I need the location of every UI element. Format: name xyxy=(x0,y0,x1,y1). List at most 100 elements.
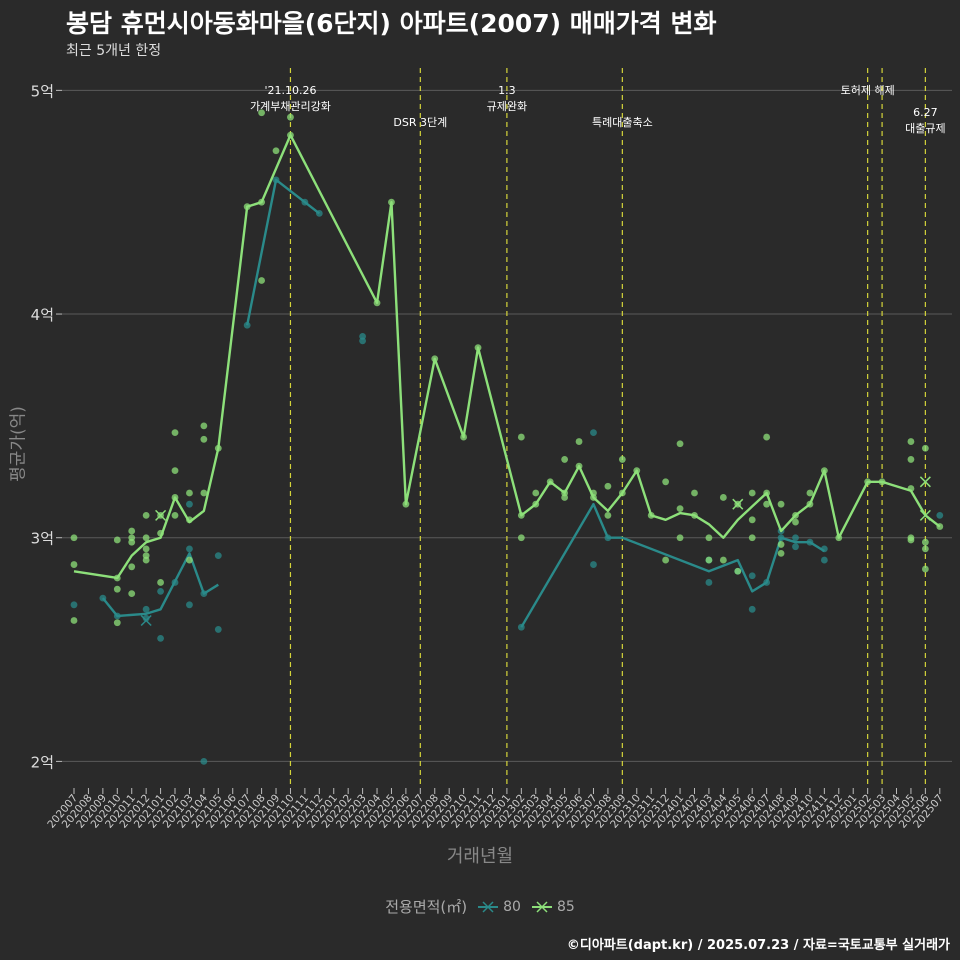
data-point xyxy=(936,511,944,519)
data-point xyxy=(820,467,828,475)
data-point xyxy=(792,543,799,551)
data-point xyxy=(171,429,179,436)
data-point xyxy=(691,489,698,497)
data-point xyxy=(186,545,193,553)
data-point xyxy=(214,444,222,452)
data-point xyxy=(157,579,164,586)
data-point xyxy=(676,505,684,513)
data-point xyxy=(113,585,121,593)
data-point xyxy=(315,209,323,217)
data-point xyxy=(777,500,785,508)
data-point xyxy=(171,467,179,475)
data-point xyxy=(142,534,150,542)
data-point xyxy=(359,333,366,340)
data-point xyxy=(792,534,799,542)
data-point xyxy=(301,198,309,206)
data-point xyxy=(200,757,208,765)
data-point xyxy=(546,478,554,486)
data-point xyxy=(604,534,612,542)
data-point xyxy=(633,467,641,475)
data-point xyxy=(258,198,265,206)
data-point xyxy=(258,277,265,284)
source-caption: ©디아파트(dapt.kr) / 2025.07.23 / 자료=국토교통부 실… xyxy=(566,938,950,953)
data-point xyxy=(287,113,294,121)
data-point xyxy=(676,440,684,448)
legend-label-80: 80 xyxy=(503,898,521,915)
data-point xyxy=(705,534,713,542)
data-point xyxy=(777,549,785,557)
data-point xyxy=(748,516,756,524)
event-label: 토허제 해제 xyxy=(841,83,895,97)
data-point xyxy=(142,511,150,519)
data-point xyxy=(70,601,78,609)
data-point xyxy=(561,456,569,463)
data-point xyxy=(806,489,814,497)
data-point xyxy=(113,619,121,627)
event-label: 특례대출축소 xyxy=(592,116,653,129)
data-point xyxy=(142,605,150,613)
data-point xyxy=(157,634,164,642)
data-point xyxy=(748,534,756,542)
data-point xyxy=(921,444,929,452)
data-point xyxy=(70,617,78,624)
event-label: 6.27 xyxy=(913,106,938,119)
data-point xyxy=(171,494,179,501)
data-point xyxy=(186,556,193,564)
data-point xyxy=(806,500,814,508)
data-point xyxy=(618,456,626,463)
data-point xyxy=(272,176,280,184)
data-point xyxy=(517,534,525,542)
data-point xyxy=(70,534,78,542)
data-point xyxy=(171,579,179,586)
data-point xyxy=(532,489,540,497)
data-point xyxy=(705,579,713,586)
data-point xyxy=(921,538,929,546)
data-point xyxy=(748,489,756,497)
legend: 전용면적(㎡) 80 85 xyxy=(0,896,960,917)
data-point xyxy=(561,489,569,497)
data-point xyxy=(128,527,136,535)
event-label: DSR 3단계 xyxy=(393,116,447,129)
cross-marker xyxy=(919,509,931,521)
y-tick-label: 3억 xyxy=(31,530,54,548)
event-label: 대출규제 xyxy=(905,122,945,135)
data-point xyxy=(618,489,626,497)
data-point xyxy=(272,147,280,155)
legend-label-85: 85 xyxy=(556,898,575,915)
data-point xyxy=(792,518,799,526)
y-tick-label: 2억 xyxy=(31,753,54,771)
data-point xyxy=(402,500,410,508)
data-point xyxy=(878,478,886,486)
event-label: '21.10.26 xyxy=(264,84,316,97)
data-point xyxy=(128,590,136,598)
data-point xyxy=(460,433,468,441)
data-point xyxy=(373,299,381,307)
data-point xyxy=(777,541,785,548)
data-point xyxy=(719,556,727,564)
data-point xyxy=(705,556,713,564)
data-point xyxy=(734,567,742,575)
data-point xyxy=(590,429,597,436)
data-point xyxy=(532,500,540,508)
data-point xyxy=(113,536,121,544)
legend-swatch-85 xyxy=(531,900,552,913)
data-point xyxy=(590,494,597,501)
legend-item-80: 80 xyxy=(477,899,521,915)
data-point xyxy=(171,511,179,519)
data-point xyxy=(186,601,193,609)
data-point xyxy=(763,500,771,508)
data-point xyxy=(575,462,583,470)
data-point xyxy=(214,626,222,633)
data-point xyxy=(907,485,915,492)
data-point xyxy=(186,489,193,497)
data-point xyxy=(517,623,525,631)
chart-subtitle: 최근 5개년 한정 xyxy=(66,43,162,59)
data-point xyxy=(474,344,482,351)
series-line-85 xyxy=(73,133,941,580)
data-point xyxy=(748,605,756,613)
data-point xyxy=(763,433,771,441)
data-point xyxy=(647,511,655,519)
data-point xyxy=(907,438,915,445)
data-point xyxy=(835,534,843,542)
